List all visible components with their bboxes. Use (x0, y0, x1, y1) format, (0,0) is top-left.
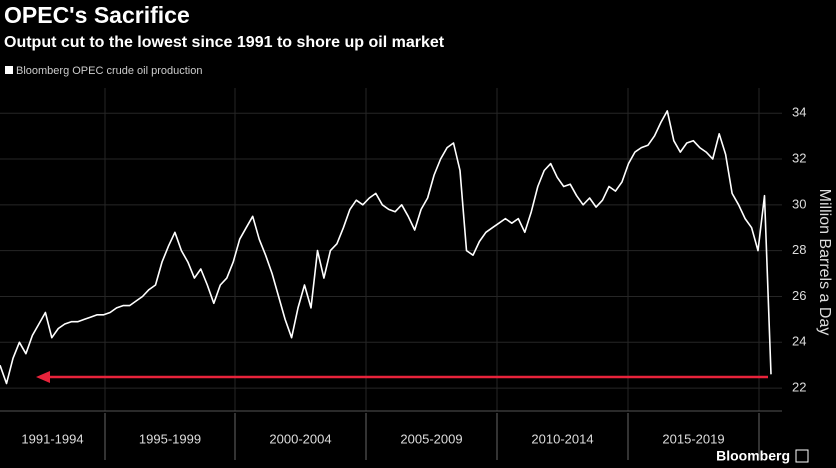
legend-swatch (5, 66, 13, 74)
x-tick-label: 1995-1999 (139, 431, 201, 446)
data-line (0, 110, 772, 385)
chart-subtitle: Output cut to the lowest since 1991 to s… (4, 34, 445, 51)
y-tick-label: 32 (792, 150, 806, 165)
y-tick-label: 24 (792, 334, 806, 349)
y-tick-label: 28 (792, 242, 806, 257)
x-tick-label: 2015-2019 (662, 431, 724, 446)
y-axis-label: Million Barrels a Day (816, 189, 833, 336)
chart-title: OPEC's Sacrifice (4, 2, 190, 28)
y-tick-label: 34 (792, 105, 806, 120)
source-logo (795, 449, 809, 463)
legend-label: Bloomberg OPEC crude oil production (16, 65, 202, 77)
annotation-arrowhead (36, 371, 50, 383)
x-tick-label: 2000-2004 (269, 431, 331, 446)
y-tick-label: 26 (792, 288, 806, 303)
y-tick-label: 30 (792, 196, 806, 211)
source: Bloomberg (716, 448, 790, 464)
x-tick-label: 2005-2009 (400, 431, 462, 446)
y-tick-label: 22 (792, 380, 806, 395)
x-tick-label: 2010-2014 (531, 431, 593, 446)
x-tick-label: 1991-1994 (21, 431, 83, 446)
